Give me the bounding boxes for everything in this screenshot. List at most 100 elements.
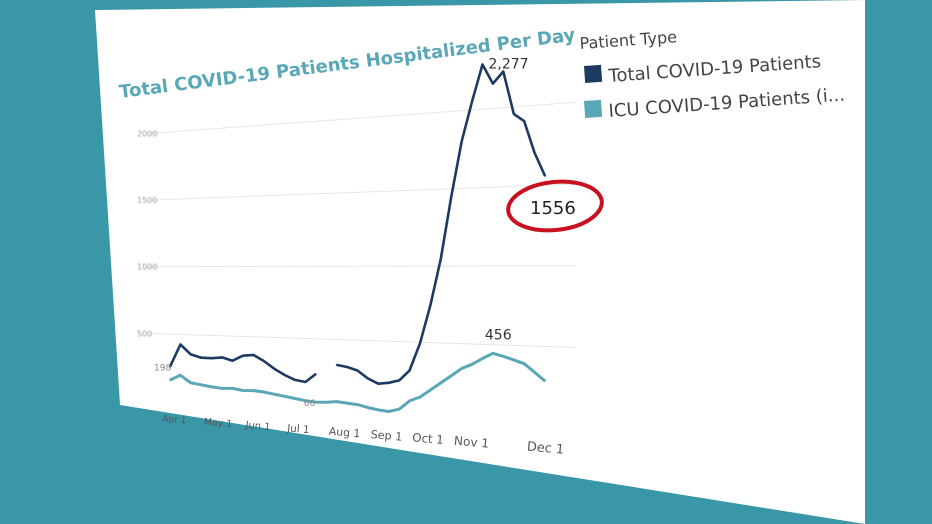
point-icu — [481, 357, 484, 360]
data-label: 2,277 — [489, 57, 529, 73]
point-total — [335, 364, 338, 366]
point-icu — [273, 393, 276, 396]
point-total — [273, 367, 276, 370]
point-total — [356, 369, 359, 372]
point-icu — [460, 367, 463, 370]
point-icu — [325, 401, 328, 404]
point-icu — [346, 402, 348, 404]
point-total — [429, 304, 432, 307]
legend-swatch-total — [584, 64, 603, 83]
y-tick-label: 1500 — [137, 196, 157, 205]
y-tick-label: 1000 — [137, 263, 157, 272]
point-icu — [252, 389, 255, 392]
point-icu — [398, 408, 401, 411]
point-total — [544, 175, 546, 177]
point-total — [221, 356, 224, 359]
point-icu — [523, 362, 526, 365]
point-total — [346, 366, 348, 368]
point-icu — [356, 403, 359, 406]
data-label: 198 — [154, 364, 171, 374]
x-tick-label: Apr 1 — [162, 414, 187, 426]
point-total — [314, 373, 317, 375]
annotation-label: 1556 — [530, 198, 576, 219]
point-total — [294, 379, 296, 381]
point-total — [252, 354, 255, 356]
point-total — [283, 374, 286, 376]
y-axis-ticks: 500 1000 1500 2000 — [137, 129, 157, 338]
point-total — [262, 360, 265, 362]
point-icu — [210, 386, 213, 388]
x-tick-label: Jun 1 — [244, 420, 271, 433]
point-icu — [492, 352, 494, 355]
x-tick-label: Oct 1 — [412, 430, 444, 447]
point-icu — [408, 400, 411, 402]
point-total — [367, 377, 369, 380]
point-icu — [179, 374, 182, 377]
point-icu — [221, 387, 224, 390]
chart-panel — [95, 0, 865, 524]
data-label: 456 — [485, 327, 512, 343]
point-icu — [387, 410, 390, 413]
gridline — [149, 332, 576, 348]
point-icu — [304, 399, 307, 402]
point-icu — [200, 383, 203, 386]
data-label: 66 — [304, 399, 316, 409]
y-tick-label: 500 — [137, 329, 152, 338]
data-labels: 2,277 456 198 66 — [154, 57, 529, 410]
point-icu — [544, 380, 546, 382]
point-icu — [189, 381, 192, 384]
point-total — [189, 353, 192, 356]
point-icu — [367, 406, 369, 409]
point-icu — [294, 397, 296, 400]
point-total — [242, 354, 244, 357]
point-icu — [429, 389, 432, 391]
x-tick-label: Dec 1 — [526, 440, 564, 458]
point-icu — [419, 396, 421, 398]
point-total — [419, 342, 421, 345]
point-total — [439, 258, 442, 260]
point-icu — [439, 382, 442, 384]
point-total — [210, 357, 213, 360]
x-tick-label: Nov 1 — [453, 434, 489, 451]
point-icu — [450, 374, 453, 377]
plot-area: 500 1000 1500 2000 Apr 1 May 1 Jun 1 Jul 1 Aug … — [137, 57, 576, 458]
point-total — [512, 113, 515, 115]
point-total — [523, 120, 526, 123]
point-total — [200, 356, 203, 359]
point-icu — [512, 359, 515, 361]
point-icu — [533, 371, 536, 374]
point-total — [471, 100, 473, 103]
x-axis-ticks: Apr 1 May 1 Jun 1 Jul 1 Aug 1 Sep 1 Oct 1 Nov 1… — [162, 414, 565, 457]
point-total — [169, 365, 171, 368]
x-tick-label: Sep 1 — [370, 428, 403, 444]
point-total — [387, 381, 390, 384]
annotation-1556: 1556 — [506, 179, 604, 233]
gridline — [149, 183, 576, 201]
point-icu — [502, 355, 505, 358]
point-total — [377, 382, 380, 385]
point-icu — [283, 395, 286, 398]
gridline — [149, 101, 576, 134]
y-tick-label: 2000 — [137, 129, 157, 138]
point-total — [492, 82, 494, 85]
point-total — [481, 63, 484, 66]
gridline — [149, 265, 576, 268]
point-icu — [377, 409, 380, 411]
point-total — [408, 369, 411, 372]
legend-swatch-icu — [584, 99, 603, 118]
point-total — [398, 379, 401, 382]
annotation-circle — [506, 179, 604, 233]
x-tick-label: Jul 1 — [286, 422, 310, 436]
point-total — [231, 359, 234, 362]
point-icu — [314, 401, 317, 403]
point-total — [502, 70, 505, 73]
x-tick-label: Aug 1 — [328, 425, 360, 441]
gridlines — [149, 101, 576, 348]
x-tick-label: May 1 — [203, 417, 232, 430]
point-icu — [242, 389, 244, 392]
point-icu — [471, 363, 473, 366]
point-total — [450, 195, 453, 198]
series-points — [169, 63, 546, 413]
point-icu — [335, 400, 338, 403]
point-total — [179, 343, 182, 346]
